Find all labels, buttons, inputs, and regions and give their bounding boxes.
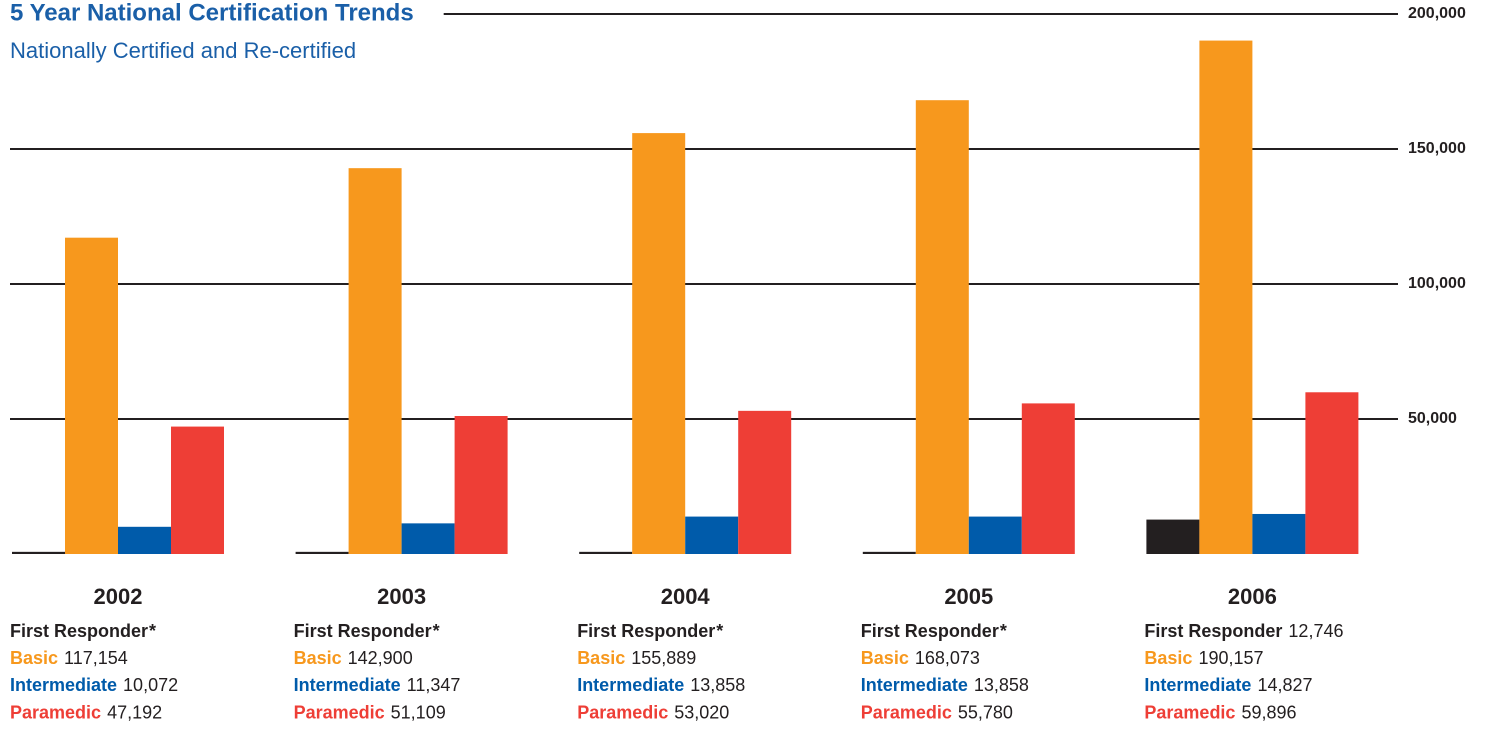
bar (65, 237, 118, 554)
bar (1305, 392, 1359, 554)
bar (1199, 40, 1253, 554)
bar (118, 526, 171, 554)
value-label: 51,109 (391, 702, 446, 722)
series-name: Paramedic (294, 702, 385, 722)
series-name: Paramedic (577, 702, 668, 722)
series-name: Intermediate (861, 675, 968, 695)
value-label: 12,746 (1288, 621, 1343, 641)
value-label: 155,889 (631, 648, 696, 668)
series-name: Basic (10, 648, 58, 668)
bar (632, 133, 686, 554)
x-tick-label: 2004 (661, 584, 711, 609)
series-name: First Responder (294, 621, 432, 641)
series-name: Basic (294, 648, 342, 668)
value-label: 13,858 (974, 675, 1029, 695)
bar (12, 551, 65, 554)
series-name: First Responder (861, 621, 999, 641)
series-name: Paramedic (10, 702, 101, 722)
x-tick-label: 2002 (94, 584, 143, 609)
y-tick-label: 150,000 (1408, 140, 1466, 157)
series-name: Intermediate (1144, 675, 1251, 695)
bar (401, 523, 455, 554)
value-label: 13,858 (690, 675, 745, 695)
value-label: 142,900 (348, 648, 413, 668)
chart-title: 5 Year National Certification Trends (10, 0, 414, 26)
bar (915, 100, 969, 554)
x-tick-label: 2005 (944, 584, 993, 609)
bar (454, 416, 508, 554)
series-name: Intermediate (577, 675, 684, 695)
x-tick-label: 2003 (377, 584, 426, 609)
y-tick-label: 200,000 (1408, 5, 1466, 22)
bar (862, 551, 916, 554)
series-name: Basic (861, 648, 909, 668)
bar (1021, 403, 1075, 554)
series-name: Intermediate (10, 675, 117, 695)
value-label: * (433, 621, 440, 641)
bar (171, 426, 224, 554)
series-name: Intermediate (294, 675, 401, 695)
value-label: 10,072 (123, 675, 178, 695)
series-name: Basic (577, 648, 625, 668)
value-label: 168,073 (915, 648, 980, 668)
value-label: 11,347 (407, 675, 461, 695)
value-label: 117,154 (64, 648, 128, 668)
value-label: * (149, 621, 156, 641)
bar (1146, 519, 1200, 554)
series-name: First Responder (577, 621, 715, 641)
value-label: * (1000, 621, 1007, 641)
bar (579, 551, 633, 554)
y-tick-label: 50,000 (1408, 410, 1457, 427)
series-name: First Responder (1144, 621, 1282, 641)
bar (738, 410, 792, 554)
bar (685, 516, 739, 554)
value-label: 55,780 (958, 702, 1013, 722)
bar (1252, 513, 1306, 554)
x-tick-label: 2006 (1228, 584, 1277, 609)
bar (295, 551, 349, 554)
series-name: Basic (1144, 648, 1192, 668)
y-tick-label: 100,000 (1408, 275, 1466, 292)
bar (968, 516, 1022, 554)
value-label: 190,157 (1198, 648, 1263, 668)
value-label: 14,827 (1257, 675, 1312, 695)
value-label: * (716, 621, 723, 641)
value-label: 47,192 (107, 702, 162, 722)
bar (348, 168, 402, 555)
series-name: Paramedic (861, 702, 952, 722)
value-label: 53,020 (674, 702, 729, 722)
series-name: Paramedic (1144, 702, 1235, 722)
series-name: First Responder (10, 621, 148, 641)
chart-subtitle: Nationally Certified and Re-certified (10, 38, 356, 63)
value-label: 59,896 (1241, 702, 1296, 722)
